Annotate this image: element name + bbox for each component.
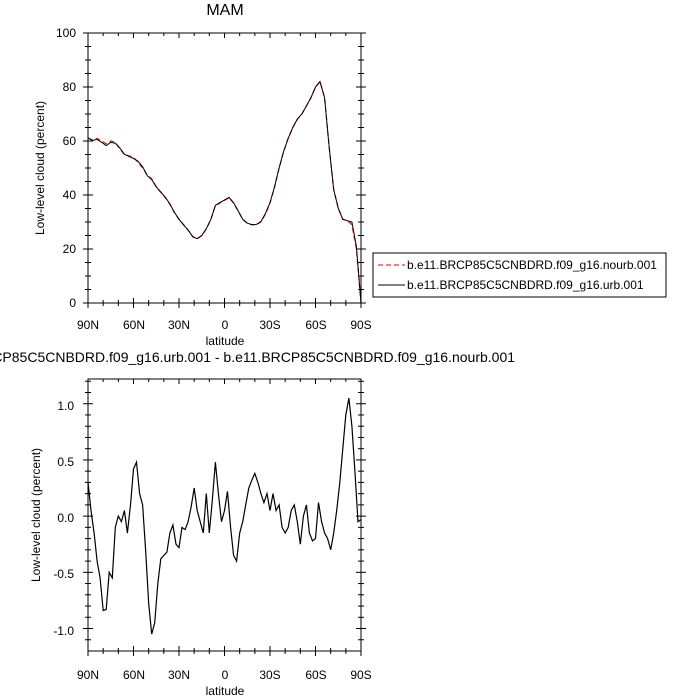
- top-y-tick-labels: 100 80 60 40 20 0: [56, 26, 76, 310]
- bottom-x-tick-label: 90S: [350, 668, 371, 682]
- top-x-tick-label: 0: [222, 318, 229, 332]
- series-urb-line: [87, 80, 362, 304]
- top-title: MAM: [206, 2, 243, 19]
- difference-line: [87, 397, 362, 635]
- bottom-y-axis-label: Low-level cloud (percent): [29, 448, 43, 582]
- legend-box: [372, 252, 667, 298]
- top-x-tick-label: 90S: [350, 318, 371, 332]
- top-x-tick-label: 60S: [305, 318, 326, 332]
- legend-urb-label: b.e11.BRCP85C5CNBDRD.f09_g16.urb.001: [407, 278, 644, 292]
- top-y-tick-label: 20: [63, 242, 77, 256]
- top-x-tick-label: 30N: [168, 318, 190, 332]
- bottom-x-tick-label: 90N: [77, 668, 99, 682]
- top-y-tick-label: 60: [63, 134, 77, 148]
- bottom-panel: b.e11.BRCP85C5CNBDRD.f09_g16.urb.001 - b…: [0, 349, 515, 698]
- bottom-y-tick-label: -0.5: [53, 567, 74, 581]
- bottom-x-tick-label: 60N: [123, 668, 145, 682]
- bottom-x-tick-label: 0: [222, 668, 229, 682]
- bottom-plot-frame: [87, 378, 362, 652]
- top-plot-frame: [87, 32, 362, 304]
- top-panel: MAM Low-level cloud (percent) latitude 1…: [33, 2, 372, 348]
- bottom-x-tick-label: 60S: [305, 668, 326, 682]
- top-x-tick-label: 30S: [259, 318, 280, 332]
- bottom-x-tick-label: 30N: [168, 668, 190, 682]
- top-y-tick-label: 100: [56, 26, 76, 40]
- top-y-tick-label: 80: [63, 80, 77, 94]
- top-x-tick-label: 60N: [123, 318, 145, 332]
- bottom-y-tick-label: 1.0: [57, 399, 74, 413]
- bottom-x-tick-labels: 90N 60N 30N 0 30S 60S 90S: [77, 668, 372, 682]
- bottom-y-tick-label: -1.0: [53, 624, 74, 638]
- series-nourb-line: [87, 80, 362, 304]
- top-x-tick-label: 90N: [77, 318, 99, 332]
- top-tick-marks: [83, 32, 366, 308]
- top-y-tick-label: 40: [63, 188, 77, 202]
- bottom-title: b.e11.BRCP85C5CNBDRD.f09_g16.urb.001 - b…: [0, 349, 515, 365]
- bottom-x-tick-label: 30S: [259, 668, 280, 682]
- top-y-axis-label: Low-level cloud (percent): [33, 101, 47, 235]
- bottom-y-tick-label: 0.0: [57, 511, 74, 525]
- top-x-axis-label: latitude: [206, 334, 245, 348]
- legend: b.e11.BRCP85C5CNBDRD.f09_g16.nourb.001 b…: [372, 252, 667, 298]
- bottom-y-tick-label: 0.5: [57, 455, 74, 469]
- top-x-tick-labels: 90N 60N 30N 0 30S 60S 90S: [77, 318, 372, 332]
- bottom-y-tick-labels: 1.0 0.5 0.0 -0.5 -1.0: [53, 399, 74, 638]
- legend-nourb-label: b.e11.BRCP85C5CNBDRD.f09_g16.nourb.001: [407, 258, 657, 272]
- top-y-tick-label: 0: [69, 296, 76, 310]
- bottom-x-axis-label: latitude: [206, 684, 245, 698]
